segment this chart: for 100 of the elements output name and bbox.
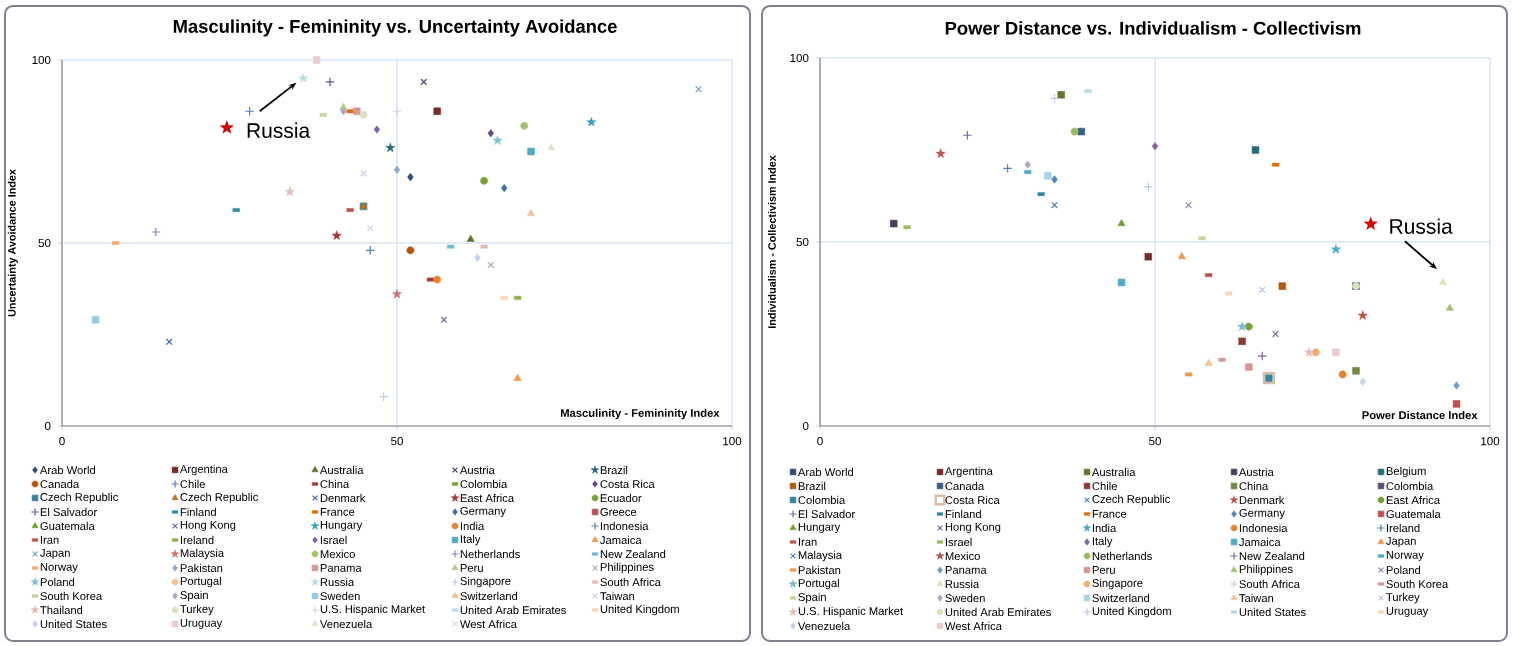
- legend-label: Peru: [460, 564, 483, 572]
- legend-label: Australia: [1091, 467, 1136, 477]
- legend-label: Taiwan: [600, 591, 635, 601]
- x-tick-label: 0: [59, 437, 65, 446]
- legend-label: Brazil: [798, 481, 826, 491]
- legend-label: Arab World: [797, 467, 854, 477]
- legend-label: United Kingdom: [1092, 606, 1171, 618]
- legend-label: Hungary: [320, 520, 363, 531]
- legend-label: East Africa: [460, 493, 515, 503]
- legend-label: Italy: [1092, 536, 1113, 548]
- legend-label: Czech Republic: [40, 492, 119, 504]
- legend-label: Finland: [945, 509, 981, 519]
- legend-label: Germany: [460, 506, 506, 518]
- legend-label: Chile: [180, 479, 205, 489]
- legend-label: Costa Rica: [600, 479, 655, 489]
- legend-label: Japan: [40, 548, 70, 559]
- legend-label: Taiwan: [1239, 593, 1274, 603]
- legend-label: Switzerland: [460, 591, 518, 601]
- legend-label: Switzerland: [1092, 593, 1150, 603]
- legend-label: Guatemala: [40, 521, 95, 531]
- legend-label: Norway: [1386, 550, 1424, 561]
- legend-label: U.S. Hispanic Market: [320, 604, 426, 616]
- legend-label: Sweden: [320, 591, 360, 601]
- legend-label: France: [320, 508, 355, 516]
- legend-label: Ireland: [1386, 523, 1420, 533]
- legend-label: United Arab Emirates: [460, 605, 566, 615]
- legend-label: South Korea: [40, 591, 103, 601]
- legend-label: Argentina: [944, 466, 993, 478]
- y-axis-title: Uncertainty Avoidance Index: [7, 169, 18, 317]
- legend-label: Pakistan: [180, 563, 223, 573]
- legend-label: Spain: [180, 590, 208, 602]
- legend-label: Germany: [1239, 508, 1285, 520]
- legend-label: Canada: [40, 479, 80, 489]
- legend-label: China: [320, 479, 350, 489]
- x-tick-label: 0: [817, 437, 823, 446]
- legend-label: Israel: [945, 537, 972, 547]
- legend-label: Ireland: [180, 535, 214, 545]
- annotation: Russia: [1390, 218, 1453, 234]
- legend-label: Pakistan: [798, 565, 841, 575]
- x-axis-title: Power Distance Index: [1362, 410, 1478, 420]
- legend-label: Turkey: [1386, 592, 1420, 604]
- legend-label: Austria: [1238, 467, 1274, 477]
- legend-label: Mexico: [320, 549, 355, 559]
- legend-label: Netherlands: [1092, 551, 1152, 561]
- legend-label: Russia: [945, 579, 980, 589]
- legend-label: Venezuela: [797, 621, 851, 631]
- legend-label: Malaysia: [180, 548, 225, 560]
- legend-label: United States: [40, 619, 107, 629]
- legend-label: Iran: [798, 538, 817, 546]
- legend-label: Japan: [1386, 536, 1416, 547]
- legend-label: Colombia: [460, 479, 508, 489]
- legend-label: Portugal: [180, 576, 221, 588]
- x-tick-label: 50: [1149, 437, 1161, 446]
- y-tick-label: 0: [802, 421, 809, 431]
- legend-label: Australia: [319, 465, 364, 475]
- legend-label: Czech Republic: [180, 492, 259, 504]
- legend-label: Indonesia: [600, 521, 649, 531]
- legend-label: East Africa: [1386, 495, 1441, 505]
- legend-label: Thailand: [40, 605, 83, 615]
- legend-label: Panama: [320, 564, 362, 572]
- legend-label: Malaysia: [798, 550, 843, 562]
- legend-label: Portugal: [798, 578, 839, 590]
- legend-label: Jamaica: [1239, 537, 1281, 547]
- legend-label: Colombia: [798, 495, 846, 505]
- legend-label: West Africa: [944, 621, 1002, 631]
- legend-label: Italy: [460, 534, 481, 546]
- legend-label: Denmark: [320, 493, 366, 503]
- legend-label: Brazil: [600, 465, 628, 475]
- x-tick-label: 100: [723, 437, 742, 446]
- legend-label: Singapore: [460, 576, 511, 588]
- legend-label: Singapore: [1092, 578, 1143, 590]
- legend-label: Poland: [40, 577, 75, 587]
- y-axis-title: Individualism - Collectivism Index: [767, 155, 776, 328]
- y-tick-label: 100: [790, 53, 809, 63]
- y-tick-label: 50: [38, 238, 51, 248]
- legend-label: Jamaica: [600, 535, 642, 545]
- y-tick-label: 100: [32, 55, 51, 65]
- legend-label: Belgium: [1386, 466, 1426, 478]
- legend-label: South Africa: [600, 577, 661, 587]
- y-tick-label: 50: [796, 237, 809, 247]
- legend-label: Sweden: [945, 593, 985, 603]
- legend-label: Arab World: [39, 465, 96, 475]
- legend-label: Venezuela: [319, 619, 373, 629]
- legend-label: New Zealand: [1239, 551, 1305, 561]
- annotation: Russia: [247, 122, 311, 138]
- legend-label: China: [1239, 481, 1269, 491]
- chart-title: Masculinity - Femininity vs. Uncertainty Avoidance: [173, 19, 617, 37]
- legend-label: Uruguay: [180, 618, 223, 629]
- legend-label: Poland: [1386, 565, 1421, 575]
- x-tick-label: 50: [391, 437, 403, 446]
- legend-label: Israel: [320, 535, 347, 545]
- legend-label: Hong Kong: [945, 522, 1001, 533]
- legend-label: New Zealand: [600, 549, 666, 559]
- x-tick-label: 100: [1481, 437, 1500, 446]
- legend-label: Indonesia: [1239, 523, 1288, 533]
- legend-label: United Arab Emirates: [945, 607, 1051, 617]
- legend-label: Netherlands: [460, 549, 520, 559]
- legend-label: Spain: [798, 592, 826, 604]
- legend-label: Turkey: [180, 604, 214, 616]
- legend-label: Costa Rica: [945, 495, 1000, 505]
